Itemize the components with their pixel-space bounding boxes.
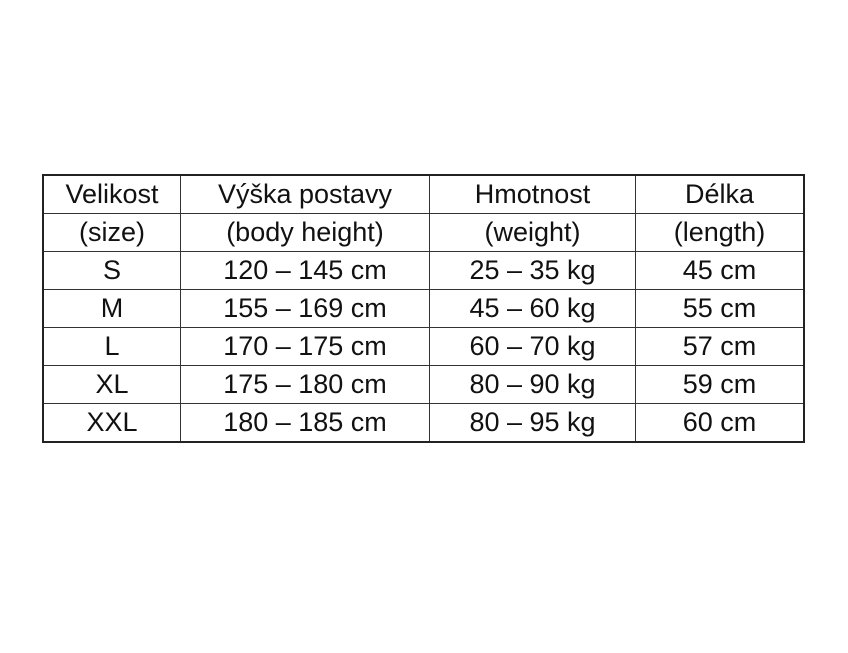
table-row-cell-size: XXL bbox=[42, 403, 181, 443]
size-chart-table: Velikost Výška postavy Hmotnost Délka (size)… bbox=[42, 174, 805, 443]
table-row-cell-body-height: 170 – 175 cm bbox=[180, 327, 430, 366]
header-row-cell-size: Velikost bbox=[42, 174, 181, 214]
table-row-cell-length: 60 cm bbox=[635, 403, 805, 443]
table-row-cell-weight: 80 – 95 kg bbox=[429, 403, 636, 443]
header-row-cell-size: (size) bbox=[42, 213, 181, 252]
table-row: XL 175 – 180 cm 80 – 90 kg 59 cm bbox=[42, 365, 805, 404]
header-row-cell-weight: (weight) bbox=[429, 213, 636, 252]
table-row-cell-size: L bbox=[42, 327, 181, 366]
header-row-cell-length: (length) bbox=[635, 213, 805, 252]
header-row: Velikost Výška postavy Hmotnost Délka bbox=[42, 174, 805, 214]
header-row-cell-body-height: (body height) bbox=[180, 213, 430, 252]
table-row-cell-body-height: 180 – 185 cm bbox=[180, 403, 430, 443]
table-row-cell-body-height: 155 – 169 cm bbox=[180, 289, 430, 328]
table-row-cell-length: 57 cm bbox=[635, 327, 805, 366]
table-row-cell-body-height: 175 – 180 cm bbox=[180, 365, 430, 404]
table-row-cell-size: XL bbox=[42, 365, 181, 404]
header-row-cell-body-height: Výška postavy bbox=[180, 174, 430, 214]
header-row-cell-weight: Hmotnost bbox=[429, 174, 636, 214]
table-row-cell-size: S bbox=[42, 251, 181, 290]
header-row-cell-length: Délka bbox=[635, 174, 805, 214]
header-row: (size) (body height) (weight) (length) bbox=[42, 213, 805, 252]
table-row-cell-length: 59 cm bbox=[635, 365, 805, 404]
table-row-cell-weight: 45 – 60 kg bbox=[429, 289, 636, 328]
table-row-cell-length: 55 cm bbox=[635, 289, 805, 328]
table-row-cell-length: 45 cm bbox=[635, 251, 805, 290]
table-row-cell-body-height: 120 – 145 cm bbox=[180, 251, 430, 290]
table-row: XXL 180 – 185 cm 80 – 95 kg 60 cm bbox=[42, 403, 805, 443]
table-row: M 155 – 169 cm 45 – 60 kg 55 cm bbox=[42, 289, 805, 328]
table-row: S 120 – 145 cm 25 – 35 kg 45 cm bbox=[42, 251, 805, 290]
table-row-cell-weight: 25 – 35 kg bbox=[429, 251, 636, 290]
table-row: L 170 – 175 cm 60 – 70 kg 57 cm bbox=[42, 327, 805, 366]
table-row-cell-weight: 60 – 70 kg bbox=[429, 327, 636, 366]
table-row-cell-weight: 80 – 90 kg bbox=[429, 365, 636, 404]
table-row-cell-size: M bbox=[42, 289, 181, 328]
